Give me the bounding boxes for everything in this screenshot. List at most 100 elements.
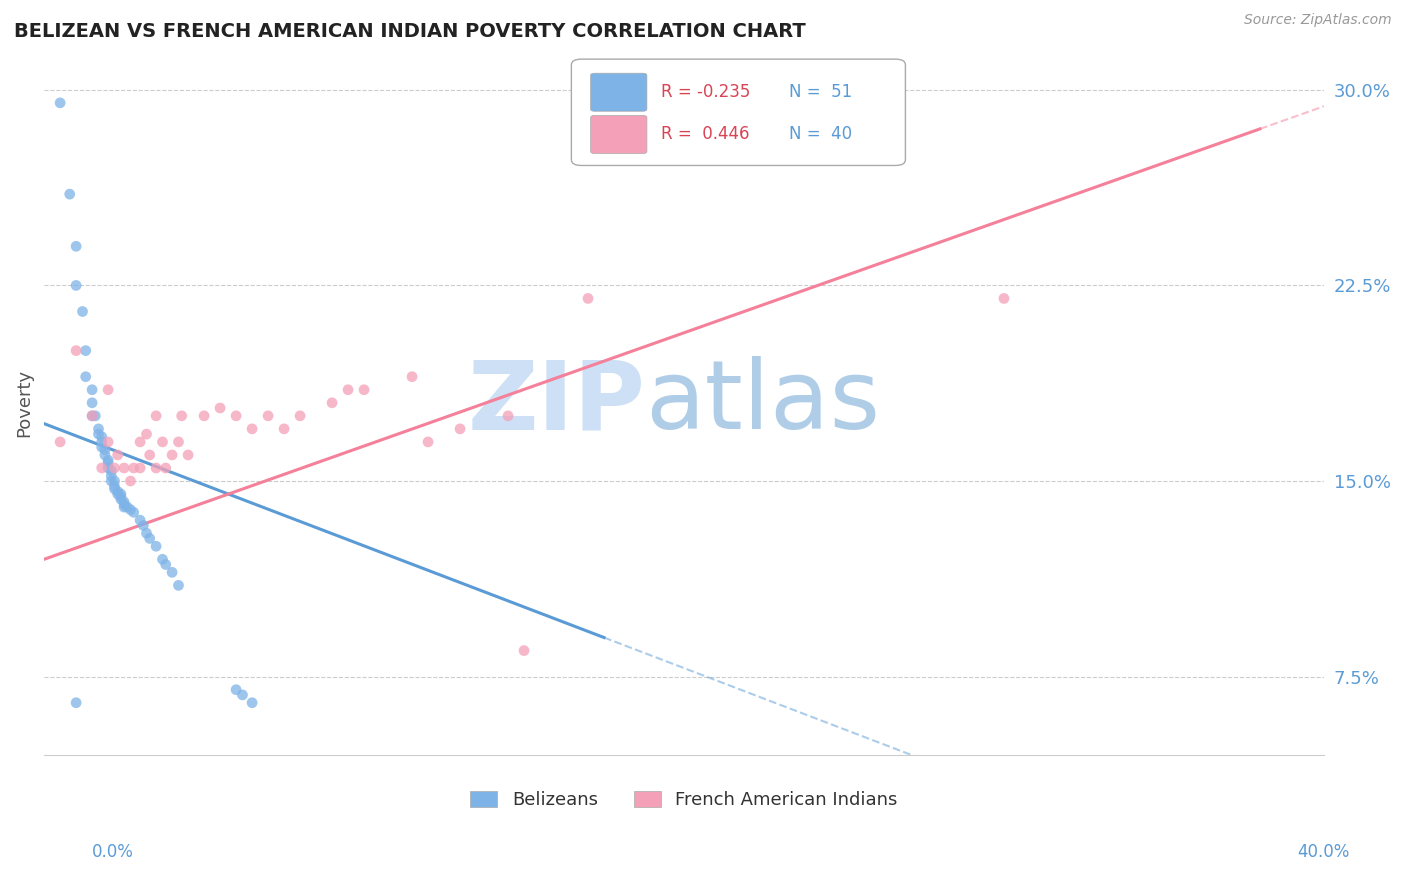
FancyBboxPatch shape bbox=[571, 59, 905, 166]
Point bbox=[107, 487, 129, 501]
Point bbox=[576, 292, 599, 306]
Point bbox=[321, 396, 343, 410]
Point bbox=[155, 461, 177, 475]
Legend: Belizeans, French American Indians: Belizeans, French American Indians bbox=[463, 783, 905, 816]
Point bbox=[120, 502, 142, 516]
Point bbox=[112, 461, 135, 475]
Point bbox=[120, 474, 142, 488]
Point bbox=[993, 292, 1015, 306]
Point bbox=[167, 434, 190, 449]
Point bbox=[82, 409, 104, 423]
Point bbox=[337, 383, 360, 397]
Point bbox=[145, 461, 167, 475]
Point bbox=[103, 479, 125, 493]
Point bbox=[65, 343, 87, 358]
Point bbox=[97, 383, 120, 397]
Point bbox=[87, 427, 110, 442]
Point bbox=[129, 513, 152, 527]
Point bbox=[49, 95, 72, 110]
Point bbox=[122, 505, 145, 519]
Point bbox=[209, 401, 232, 415]
Point bbox=[225, 409, 247, 423]
Point bbox=[107, 484, 129, 499]
Point bbox=[72, 304, 94, 318]
Text: R = -0.235: R = -0.235 bbox=[661, 83, 751, 101]
Text: N =  51: N = 51 bbox=[789, 83, 852, 101]
Point bbox=[152, 434, 174, 449]
Point bbox=[110, 487, 132, 501]
Point bbox=[100, 468, 122, 483]
Point bbox=[225, 682, 247, 697]
Point bbox=[152, 552, 174, 566]
Point bbox=[97, 461, 120, 475]
Point bbox=[135, 427, 157, 442]
Point bbox=[110, 492, 132, 507]
Text: ZIP: ZIP bbox=[468, 356, 645, 450]
Point bbox=[97, 434, 120, 449]
Point bbox=[94, 448, 117, 462]
Y-axis label: Poverty: Poverty bbox=[15, 368, 32, 437]
Point bbox=[401, 369, 423, 384]
Point bbox=[82, 409, 104, 423]
Point bbox=[112, 498, 135, 512]
Point bbox=[513, 643, 536, 657]
FancyBboxPatch shape bbox=[591, 73, 647, 112]
Point bbox=[59, 187, 82, 202]
Point bbox=[90, 461, 112, 475]
Point bbox=[132, 518, 155, 533]
FancyBboxPatch shape bbox=[591, 115, 647, 153]
Text: 40.0%: 40.0% bbox=[1298, 843, 1350, 861]
Point bbox=[75, 369, 97, 384]
Point bbox=[288, 409, 311, 423]
Point bbox=[135, 526, 157, 541]
Point bbox=[103, 461, 125, 475]
Point bbox=[112, 500, 135, 515]
Point bbox=[110, 490, 132, 504]
Point bbox=[240, 696, 263, 710]
Point bbox=[84, 409, 107, 423]
Point bbox=[353, 383, 375, 397]
Point bbox=[145, 409, 167, 423]
Point bbox=[97, 456, 120, 470]
Point bbox=[97, 453, 120, 467]
Point bbox=[94, 442, 117, 457]
Point bbox=[49, 434, 72, 449]
Point bbox=[160, 566, 183, 580]
Text: 0.0%: 0.0% bbox=[91, 843, 134, 861]
Point bbox=[65, 278, 87, 293]
Point bbox=[240, 422, 263, 436]
Point bbox=[496, 409, 519, 423]
Text: R =  0.446: R = 0.446 bbox=[661, 126, 749, 144]
Point bbox=[82, 396, 104, 410]
Point bbox=[90, 430, 112, 444]
Point bbox=[145, 539, 167, 553]
Point bbox=[65, 239, 87, 253]
Point bbox=[90, 434, 112, 449]
Point bbox=[273, 422, 295, 436]
Point bbox=[177, 448, 200, 462]
Point bbox=[160, 448, 183, 462]
Point bbox=[100, 464, 122, 478]
Point bbox=[82, 383, 104, 397]
Point bbox=[75, 343, 97, 358]
Point bbox=[138, 448, 160, 462]
Point bbox=[129, 434, 152, 449]
Point bbox=[117, 500, 139, 515]
Point bbox=[107, 448, 129, 462]
Text: Source: ZipAtlas.com: Source: ZipAtlas.com bbox=[1244, 13, 1392, 28]
Point bbox=[87, 422, 110, 436]
Point bbox=[170, 409, 193, 423]
Point bbox=[231, 688, 253, 702]
Text: atlas: atlas bbox=[645, 356, 880, 450]
Text: BELIZEAN VS FRENCH AMERICAN INDIAN POVERTY CORRELATION CHART: BELIZEAN VS FRENCH AMERICAN INDIAN POVER… bbox=[14, 22, 806, 41]
Point bbox=[167, 578, 190, 592]
Point bbox=[103, 482, 125, 496]
Point bbox=[100, 474, 122, 488]
Point bbox=[90, 440, 112, 454]
Point bbox=[129, 461, 152, 475]
Point bbox=[122, 461, 145, 475]
Point bbox=[449, 422, 471, 436]
Point bbox=[155, 558, 177, 572]
Point bbox=[103, 474, 125, 488]
Text: N =  40: N = 40 bbox=[789, 126, 852, 144]
